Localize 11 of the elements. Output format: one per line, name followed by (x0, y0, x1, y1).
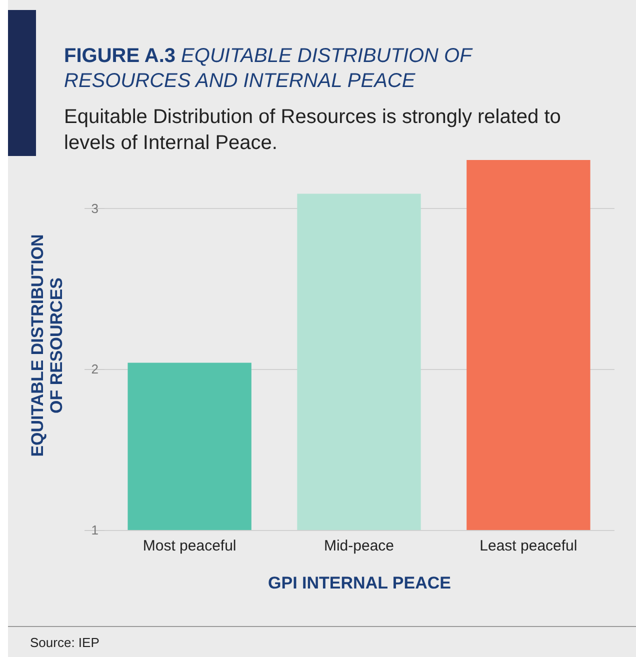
x-axis-title: GPI INTERNAL PEACE (268, 574, 451, 592)
chart-subtitle: Equitable Distribution of Resources is strongly related to levels of Internal Peace. (64, 105, 562, 156)
x-tick-label: Most peaceful (142, 538, 236, 554)
y-axis-title: EQUITABLE DISTRIBUTION OF RESOURCES (28, 234, 66, 457)
y-tick-label: 2 (91, 362, 98, 377)
x-tick-label: Least peaceful (480, 538, 578, 554)
y-tick-label: 3 (91, 200, 98, 216)
y-tick-label: 1 (91, 522, 98, 538)
source-note: Source: IEP (8, 626, 636, 650)
x-tick-label: Mid-peace (324, 538, 394, 554)
chart-title: FIGURE A.3 EQUITABLE DISTRIBUTION OF RESOURCES AND INTERNAL PEACE (64, 44, 474, 94)
